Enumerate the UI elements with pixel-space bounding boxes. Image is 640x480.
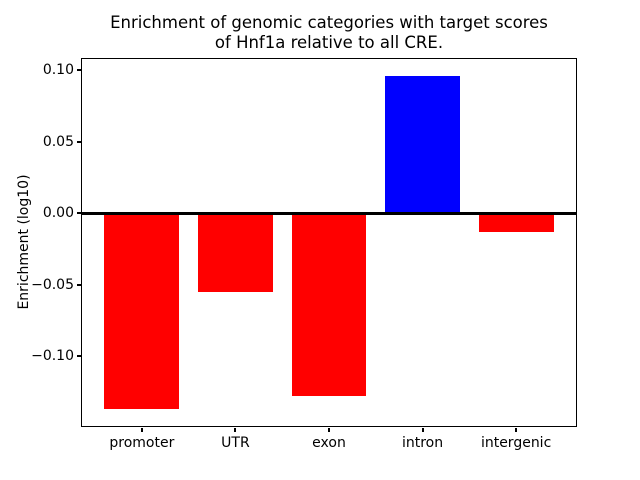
x-tick-label-UTR: UTR (221, 435, 250, 451)
x-tick-label-promoter: promoter (109, 435, 175, 451)
x-tick-mark (421, 428, 424, 432)
x-tick-mark (328, 428, 330, 432)
bar-exon (291, 213, 367, 397)
y-tick-label: 0.10 (42, 62, 74, 79)
chart-title-line-2: of Hnf1a relative to all CRE. (214, 33, 444, 52)
y-tick-mark (77, 69, 81, 72)
y-tick-mark (77, 283, 81, 286)
bar-promoter (104, 213, 180, 410)
y-axis-label: Enrichment (log10) (16, 174, 32, 310)
zero-line (82, 211, 576, 215)
x-tick-mark (140, 428, 143, 432)
y-tick-label: −0.10 (31, 348, 74, 365)
y-tick-label: 0.05 (42, 133, 74, 150)
bar-UTR (198, 213, 273, 292)
y-tick-mark (77, 140, 81, 143)
chart-title: Enrichment of genomic categories with ta… (81, 13, 577, 53)
bar-intron (385, 75, 460, 214)
chart-title-line-1: Enrichment of genomic categories with ta… (110, 13, 548, 32)
y-tick-mark (77, 355, 81, 358)
y-tick-mark (77, 212, 81, 215)
x-tick-mark (515, 428, 518, 432)
x-tick-mark (234, 428, 237, 432)
y-tick-label: −0.05 (31, 276, 74, 293)
x-tick-label-intron: intron (401, 435, 444, 451)
x-tick-label-exon: exon (312, 435, 346, 451)
y-tick-label: 0.00 (42, 205, 74, 222)
bar-intergenic (478, 213, 554, 232)
x-tick-label-intergenic: intergenic (480, 435, 552, 451)
plot-area (77, 58, 577, 432)
